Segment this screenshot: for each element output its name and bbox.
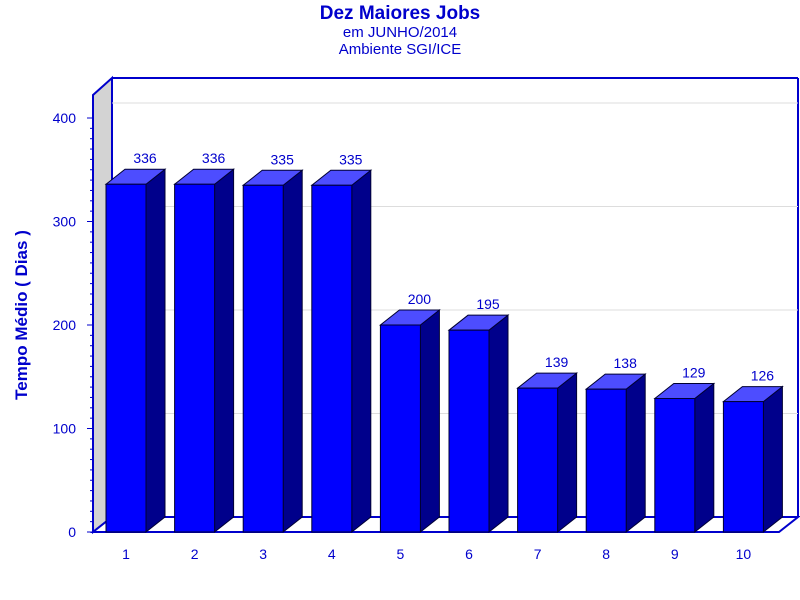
bar-front	[105, 183, 147, 533]
value-label: 336	[202, 150, 226, 166]
bar-10	[721, 385, 784, 534]
bar-side	[282, 169, 303, 534]
bar-front	[242, 184, 284, 533]
chart-subtitle: em JUNHO/2014	[343, 24, 457, 41]
y-tick-label: 300	[53, 214, 77, 230]
x-tick-label: 2	[191, 546, 199, 562]
value-label: 336	[133, 150, 157, 166]
bar-8	[584, 373, 647, 534]
x-tick-label: 9	[671, 546, 679, 562]
x-tick-label: 6	[465, 546, 473, 562]
bar-3	[241, 169, 304, 534]
bar-side	[214, 168, 235, 534]
value-label: 126	[751, 368, 775, 384]
value-label: 335	[339, 151, 363, 167]
value-label: 138	[614, 355, 638, 371]
bar-side	[488, 314, 509, 534]
value-label: 200	[408, 291, 432, 307]
value-labels: 336 336 335 335 200 195 139 138 129 126	[133, 150, 774, 383]
x-tick-label: 10	[736, 546, 752, 562]
bar-4	[310, 169, 373, 534]
bar-front	[448, 329, 490, 533]
value-label: 129	[682, 364, 706, 380]
bar-2	[173, 168, 236, 534]
bar-front	[654, 397, 696, 533]
x-tick-label: 1	[122, 546, 130, 562]
bar-7	[516, 372, 579, 534]
bar-front	[311, 184, 353, 533]
y-tick-labels: 0 100 200 300 400	[53, 110, 77, 540]
bar-front	[379, 324, 421, 533]
x-tick-label: 7	[534, 546, 542, 562]
bar-front	[517, 387, 559, 533]
y-tick-label: 0	[68, 524, 76, 540]
chart-subtitle-2: Ambiente SGI/ICE	[339, 41, 462, 58]
bar-side	[557, 372, 578, 534]
bar-side	[145, 168, 166, 534]
bar-front	[174, 183, 216, 533]
x-tick-label: 5	[397, 546, 405, 562]
y-tick-label: 400	[53, 110, 77, 126]
value-label: 139	[545, 354, 569, 370]
x-tick-label: 8	[602, 546, 610, 562]
y-tick-label: 200	[53, 317, 77, 333]
bar-1	[104, 168, 167, 534]
y-minor-ticks	[87, 117, 93, 533]
bars	[104, 168, 784, 534]
bar-9	[653, 382, 716, 534]
bar-front	[585, 388, 627, 533]
bar-side	[625, 373, 646, 534]
bar-side	[694, 382, 715, 534]
bar-side	[762, 385, 783, 534]
x-tick-label: 3	[259, 546, 267, 562]
x-tick-labels: 1 2 3 4 5 6 7 8 9 10	[122, 546, 751, 562]
bar-side	[351, 169, 372, 534]
bar-front	[722, 401, 764, 533]
value-label: 335	[271, 151, 295, 167]
y-axis-label: Tempo Médio ( Dias )	[12, 230, 31, 400]
x-tick-label: 4	[328, 546, 336, 562]
value-label: 195	[476, 296, 500, 312]
chart-title: Dez Maiores Jobs	[320, 3, 481, 24]
bar-6	[447, 314, 510, 534]
bar-side	[419, 308, 440, 534]
y-tick-label: 100	[53, 421, 77, 437]
bar-5	[378, 308, 441, 534]
